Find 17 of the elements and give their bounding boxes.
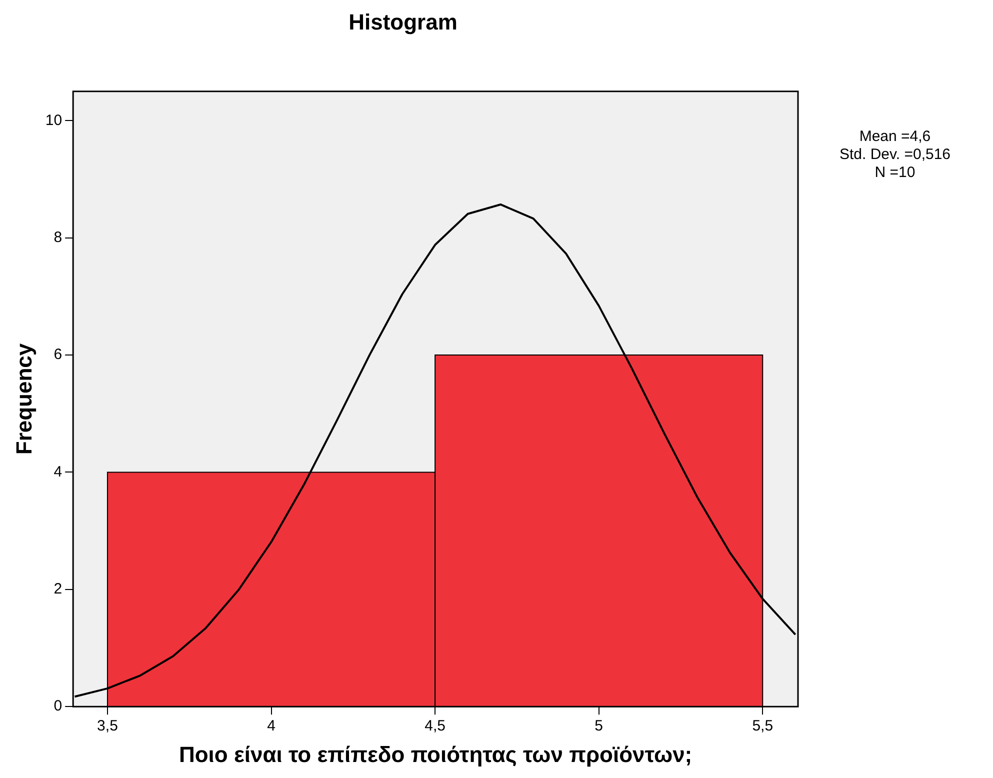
y-tick-label: 10 <box>45 112 62 129</box>
x-tick-label: 5,5 <box>752 718 774 735</box>
text: Std. Dev. =0,516 <box>838 146 952 164</box>
y-tick-label: 6 <box>54 346 62 364</box>
y-tick-label: 0 <box>54 698 62 715</box>
y-tick-label: 2 <box>54 580 62 598</box>
y-tick-label: 4 <box>54 463 62 480</box>
x-tick-label: 4,5 <box>424 718 446 735</box>
x-tick-label: 5 <box>594 718 604 735</box>
text: N =10 <box>874 164 916 182</box>
y-axis-title: Frequency <box>11 342 36 455</box>
x-tick-label: 4 <box>267 718 276 735</box>
x-axis-title: Ποιο είναι το επίπεδο ποιότητας των προϊόντων; <box>178 742 692 767</box>
x-tick-label: 3,5 <box>97 718 118 735</box>
chart-title: Histogram <box>348 9 458 34</box>
y-tick-label: 8 <box>54 229 62 246</box>
text: Mean =4,6 <box>858 128 932 146</box>
